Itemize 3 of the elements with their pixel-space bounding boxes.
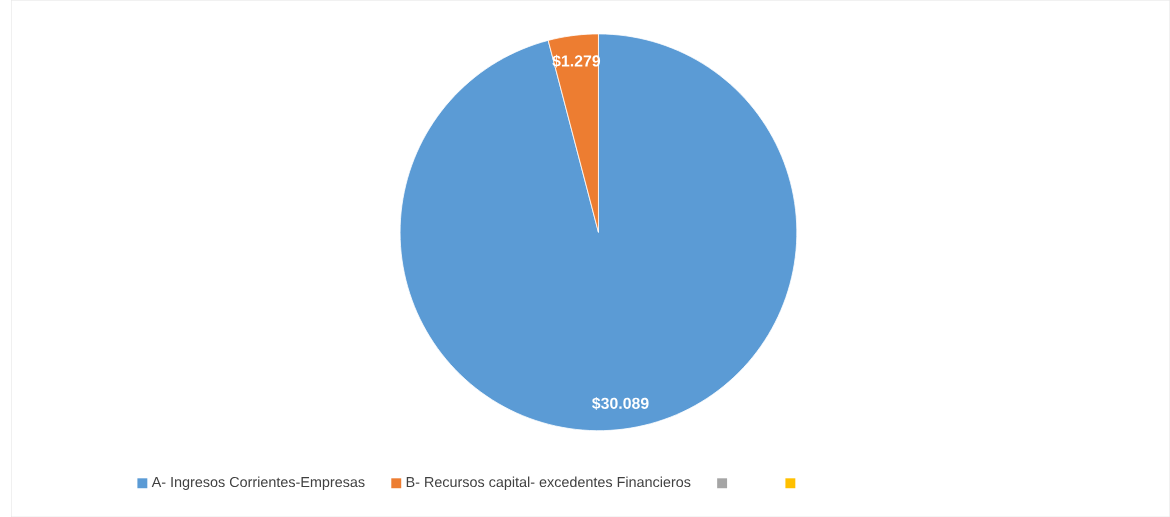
legend-label: B- Recursos capital- excedentes Financieros <box>406 476 691 490</box>
data-label: $30.089 <box>592 396 649 410</box>
legend-label: A- Ingresos Corrientes-Empresas <box>151 476 365 490</box>
